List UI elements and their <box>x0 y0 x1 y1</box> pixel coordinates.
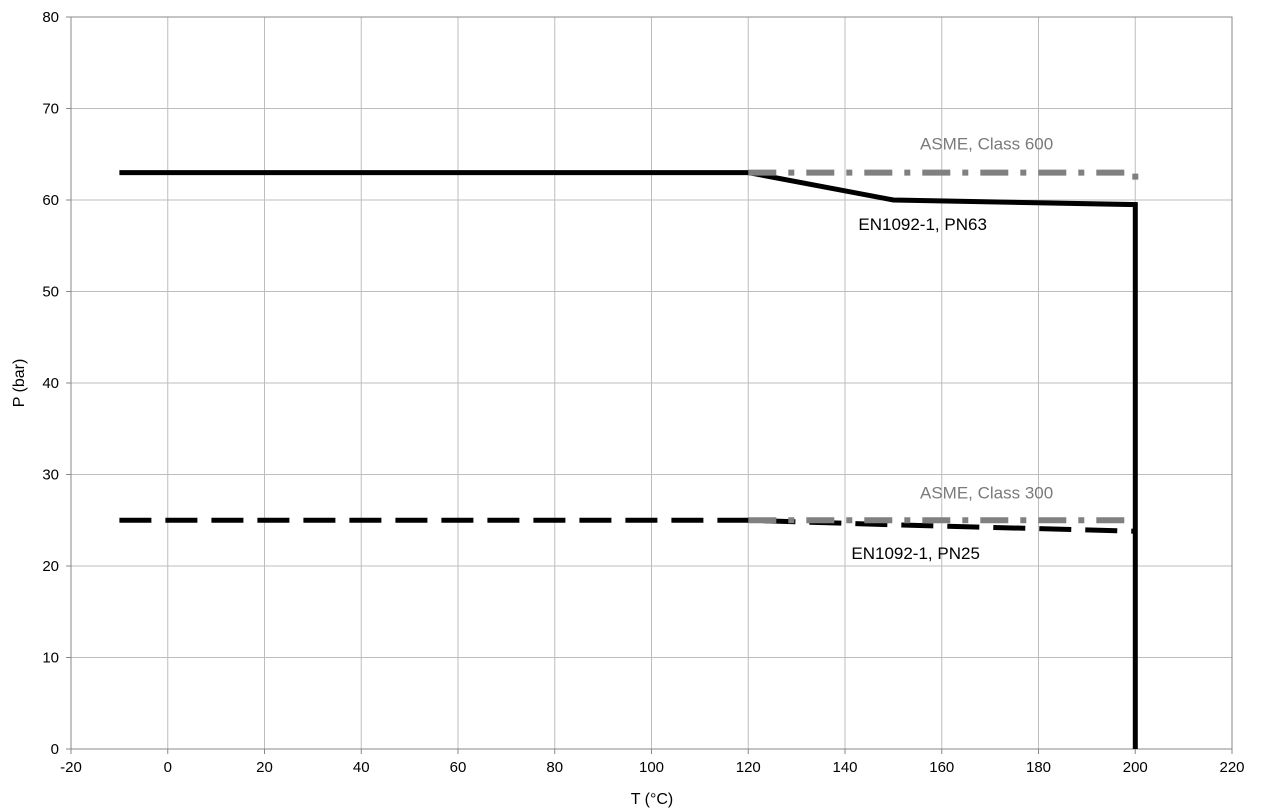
series-label-2: EN1092-1, PN25 <box>851 544 980 563</box>
series-label-3: ASME, Class 300 <box>920 483 1053 502</box>
x-tick-label: 120 <box>736 759 761 776</box>
x-tick-label: -20 <box>60 759 82 776</box>
x-tick-label: 20 <box>256 759 273 776</box>
series-line-0 <box>119 170 1138 749</box>
y-tick-label: 60 <box>42 192 59 209</box>
x-tick-label: 40 <box>353 759 370 776</box>
x-tick-label: 200 <box>1123 759 1148 776</box>
x-tick-label: 140 <box>832 759 857 776</box>
x-tick-label: 180 <box>1026 759 1051 776</box>
axis-ticks: -20 0 20 40 60 80 100 120 140 160 180 200 2200102030… <box>42 9 1244 776</box>
y-tick-label: 10 <box>42 650 59 667</box>
x-axis-title: T (°C) <box>631 791 674 808</box>
series-lines <box>119 169 1139 749</box>
y-tick-label: 30 <box>42 467 59 484</box>
y-tick-label: 40 <box>42 375 59 392</box>
series-label-1: ASME, Class 600 <box>920 135 1053 154</box>
series-labels: EN1092-1, PN63 ASME, Class 600 EN1092-1, P… <box>851 135 1053 563</box>
y-tick-label: 0 <box>51 741 59 758</box>
x-tick-label: 0 <box>164 759 172 776</box>
grid <box>70 16 1233 750</box>
series-line-1 <box>748 169 1139 180</box>
y-tick-label: 80 <box>42 9 59 26</box>
x-tick-label: 80 <box>546 759 563 776</box>
x-tick-label: 100 <box>639 759 664 776</box>
x-tick-label: 220 <box>1219 759 1244 776</box>
y-tick-label: 50 <box>42 284 59 301</box>
x-tick-label: 160 <box>929 759 954 776</box>
x-tick-label: 60 <box>450 759 467 776</box>
y-tick-label: 20 <box>42 558 59 575</box>
series-label-0: EN1092-1, PN63 <box>858 215 987 234</box>
y-axis-title: P (bar) <box>11 359 28 408</box>
y-tick-label: 70 <box>42 101 59 118</box>
